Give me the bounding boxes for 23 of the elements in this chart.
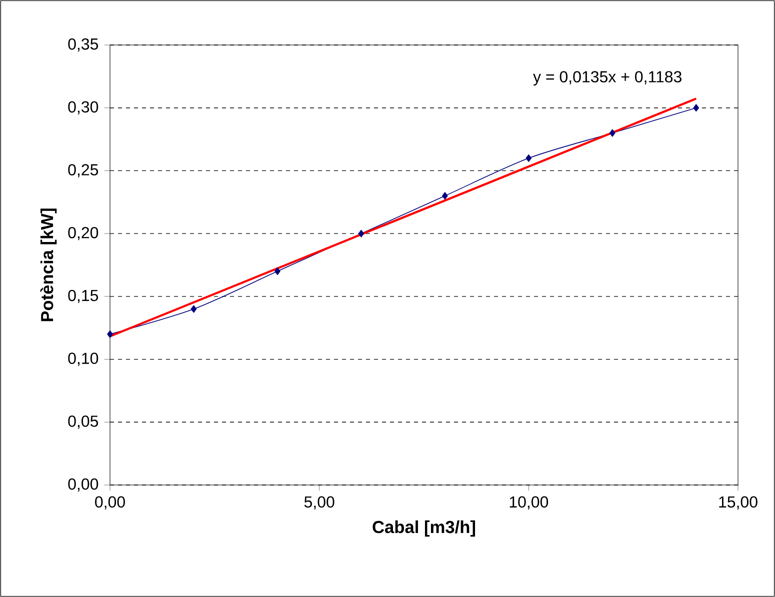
y-tick-label: 0,20 (68, 226, 98, 240)
y-axis-title: Potència [kW] (40, 208, 57, 322)
point (610, 129, 616, 137)
y-tick-label: 0,30 (68, 101, 98, 114)
point (274, 268, 280, 276)
y-tick-label: 0,05 (68, 416, 98, 429)
x-tick-label: 5,00 (304, 496, 334, 510)
y-tick-label: 0,15 (68, 290, 98, 304)
point (358, 230, 364, 238)
x-tick-label: 15,00 (719, 496, 758, 510)
point (526, 154, 532, 162)
y-tick-label: 0,10 (68, 352, 98, 366)
x-axis-title: Cabal [m3/h] (372, 520, 476, 537)
x-tick-label: 0,00 (95, 496, 125, 510)
annotation: y = 0,0135x + 0,1183 (533, 71, 682, 86)
x-tick-label: 10,00 (510, 496, 548, 510)
point (693, 104, 700, 112)
point (107, 330, 113, 338)
y-tick-label: 0,00 (68, 478, 98, 492)
point (190, 305, 197, 313)
y-tick-label: 0,35 (68, 38, 98, 52)
point (442, 192, 448, 200)
y-tick-label: 0,25 (68, 164, 98, 178)
